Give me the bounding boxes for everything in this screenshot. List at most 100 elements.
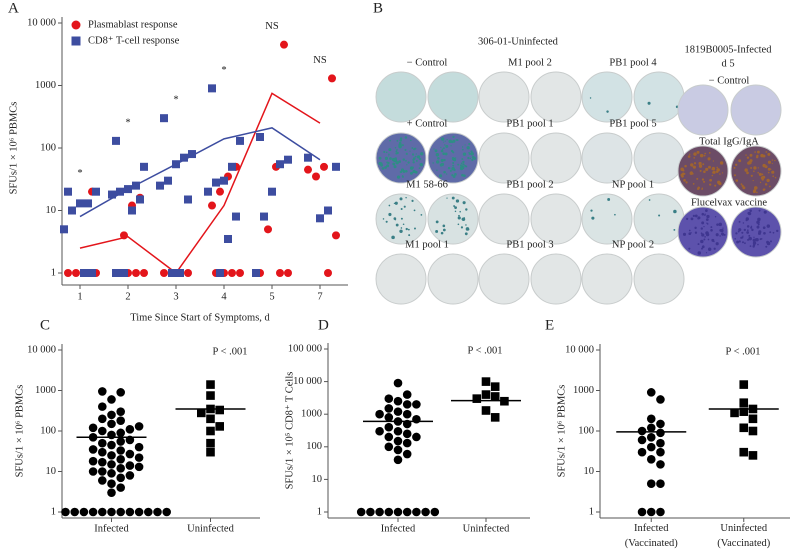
data-point (656, 479, 665, 488)
data-point (61, 507, 70, 517)
spot (696, 150, 700, 154)
spot (647, 101, 651, 105)
spot (452, 139, 456, 143)
spot (388, 148, 392, 152)
spot (709, 178, 713, 182)
spot (388, 155, 390, 157)
spot (758, 209, 761, 212)
data-point (116, 463, 125, 473)
spot (738, 240, 741, 243)
spot (405, 227, 408, 231)
well (730, 84, 782, 136)
data-point (107, 410, 116, 420)
spot (394, 201, 398, 205)
data-point (402, 449, 412, 459)
data-point (264, 225, 272, 234)
spot (713, 241, 715, 243)
spot (762, 154, 766, 158)
data-point (132, 269, 140, 277)
y-tick-label: 1 (51, 267, 56, 278)
spot (381, 167, 385, 170)
y-tick-label: 1000 (35, 80, 56, 91)
spot (467, 228, 470, 231)
spot (462, 160, 465, 164)
data-point (430, 507, 440, 517)
data-point (184, 195, 192, 204)
data-point (393, 378, 403, 388)
data-point (98, 447, 107, 457)
data-point (402, 409, 412, 419)
well (677, 145, 729, 197)
spot (445, 173, 448, 175)
data-point (748, 414, 758, 424)
spot (700, 232, 703, 235)
spot (771, 170, 775, 174)
spot (749, 245, 752, 247)
data-point (98, 387, 107, 396)
y-axis-label: SFUs/1 × 10⁶ PBMCs (8, 102, 19, 195)
data-point (107, 451, 116, 460)
spot (680, 169, 682, 171)
data-point (88, 445, 98, 454)
data-point (256, 132, 264, 141)
spot (757, 243, 759, 246)
spot (763, 231, 766, 235)
spot (715, 233, 719, 237)
data-point (72, 269, 80, 277)
spot (691, 172, 694, 175)
spot (388, 153, 390, 156)
y-axis-label: SFUs/1 × 10⁶ PBMCs (556, 385, 567, 478)
spot (447, 166, 451, 170)
spot (753, 170, 755, 173)
spot (454, 173, 457, 176)
data-point (206, 447, 215, 457)
spot (741, 231, 744, 234)
well (427, 193, 479, 245)
data-point (384, 507, 394, 517)
data-point (107, 440, 116, 450)
spot (718, 222, 723, 227)
well (478, 193, 530, 245)
y-axis-label: SFUs/1 × 10⁵ CD8⁺ T Cells (284, 372, 295, 490)
data-point (134, 422, 144, 431)
spot (673, 209, 677, 214)
data-point (215, 422, 224, 431)
data-point (637, 507, 647, 517)
well (581, 253, 633, 305)
spot (411, 147, 414, 149)
spot (384, 156, 389, 160)
spot (418, 156, 420, 158)
panel-label: B (373, 0, 383, 16)
spot (703, 225, 705, 228)
data-point (656, 447, 665, 457)
x-tick-label: 1 (77, 291, 82, 302)
data-point (646, 455, 656, 464)
data-point (134, 453, 144, 462)
spot (407, 161, 410, 164)
data-point (332, 231, 340, 240)
spot (747, 238, 750, 241)
data-point (637, 435, 647, 445)
data-point (356, 507, 366, 517)
spot (704, 213, 706, 215)
spot (614, 213, 616, 216)
data-point (490, 382, 500, 391)
spot (415, 159, 418, 162)
data-point (98, 457, 107, 467)
data-point (116, 483, 125, 492)
data-point (216, 269, 224, 277)
data-point (88, 507, 98, 517)
spot (756, 225, 760, 229)
spot (703, 154, 706, 157)
data-point (646, 479, 656, 488)
data-point (481, 390, 491, 399)
y-tick-label: 100 (578, 425, 594, 436)
spot (389, 157, 392, 160)
spot (401, 144, 404, 147)
data-point (393, 396, 403, 406)
spot (741, 241, 744, 244)
spot (432, 162, 434, 164)
spot (442, 147, 445, 150)
spot (688, 247, 691, 250)
